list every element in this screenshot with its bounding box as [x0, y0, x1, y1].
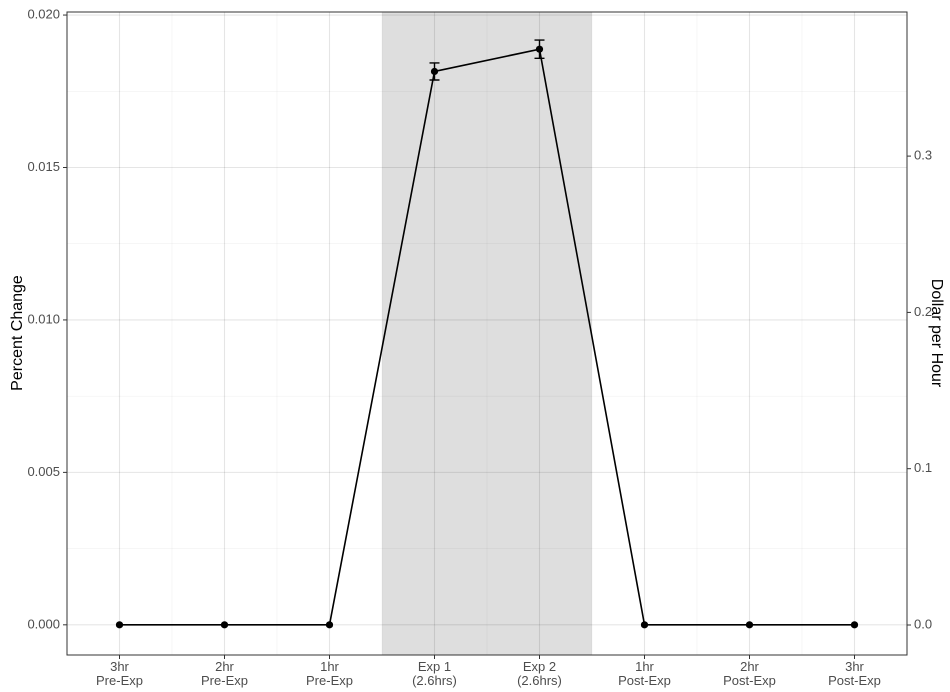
- x-tick-label: 2hr Post-Exp: [723, 659, 776, 688]
- x-tick-label: Exp 2 (2.6hrs): [517, 659, 562, 688]
- point: [850, 621, 859, 629]
- y-tick-label: 0.015: [27, 159, 60, 174]
- x-tick-label: 1hr Post-Exp: [618, 659, 671, 688]
- point: [430, 67, 439, 76]
- x-tick-label: 3hr Post-Exp: [828, 659, 881, 688]
- point: [220, 621, 229, 629]
- panel-border: [66, 11, 908, 656]
- y-tick-label: 0.020: [27, 6, 60, 21]
- point: [325, 621, 334, 629]
- shaded-region: [382, 12, 592, 655]
- y-tick-label: 0.005: [27, 464, 60, 479]
- point: [640, 621, 649, 629]
- point: [115, 621, 124, 629]
- line: [119, 48, 855, 626]
- y-tick-label: 0.000: [27, 616, 60, 631]
- y2-tick-label: 0.2: [914, 304, 932, 319]
- x-tick-label: 2hr Pre-Exp: [201, 659, 248, 688]
- x-tick-label: 3hr Pre-Exp: [96, 659, 143, 688]
- y2-tick-label: 0.3: [914, 148, 932, 163]
- x-tick-label: 1hr Pre-Exp: [306, 659, 353, 688]
- y2-axis-title: Dollar per Hour: [928, 279, 945, 388]
- y2-tick-label: 0.0: [914, 616, 932, 631]
- point: [535, 45, 544, 53]
- y-axis-title: Percent Change: [9, 275, 26, 391]
- y-tick-label: 0.010: [27, 311, 60, 326]
- x-tick-label: Exp 1 (2.6hrs): [412, 659, 457, 688]
- y2-tick-label: 0.1: [914, 460, 932, 475]
- point: [745, 621, 754, 629]
